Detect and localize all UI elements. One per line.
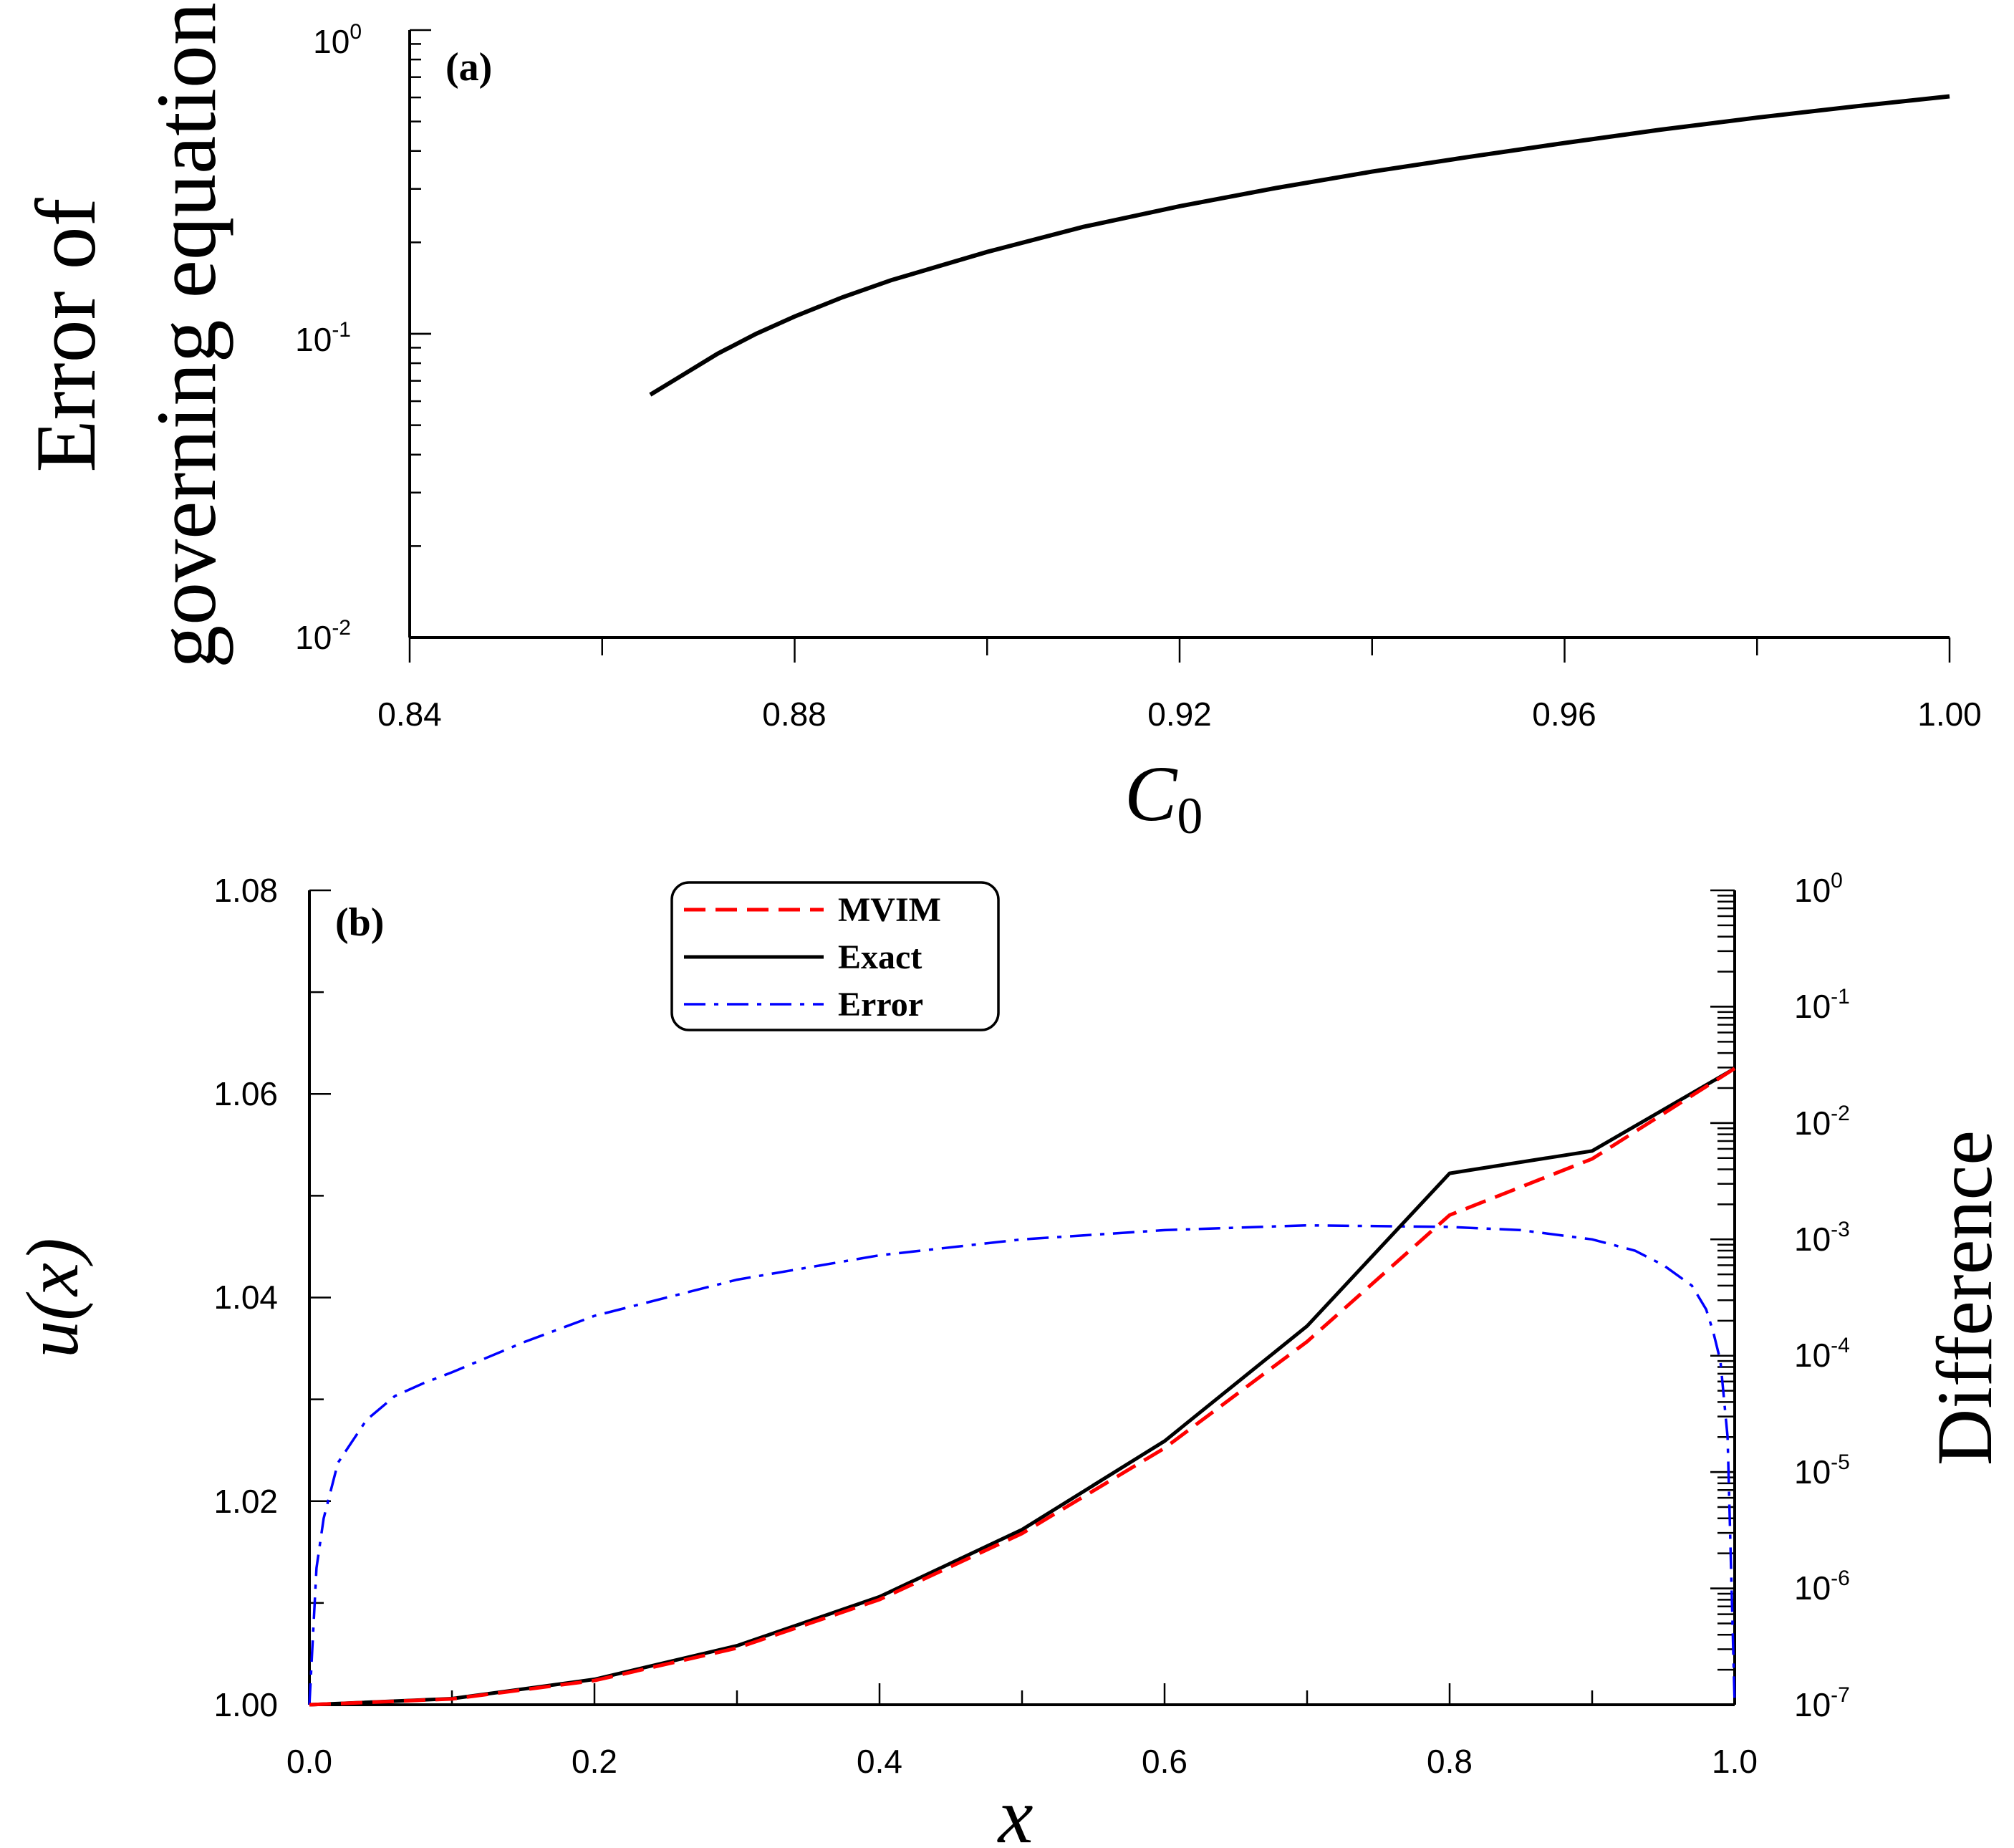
panel-b-ytick-label-4: 1.08 [213,872,278,909]
panel-a-ytick-label-0: 100 [313,20,362,60]
panel-b-ytick-label-1: 1.02 [213,1483,278,1520]
panel-b: (b) 1.00 1.02 1.04 1.06 1.08 100 10-1 10… [11,869,2008,1848]
panel-b-right-ticks [1710,889,1735,1706]
panel-a-xtick-label-0: 0.84 [377,696,442,733]
panel-a-xlabel: C0 [1124,750,1203,844]
panel-b-mvim-curve [309,1067,1736,1707]
panel-b-xtick-label-5: 1.0 [1712,1743,1758,1780]
panel-b-exact-curve [309,1067,1736,1707]
panel-a-xtick-label-4: 1.00 [1917,696,1982,733]
panel-b-rtick-label-2: 10-2 [1794,1102,1850,1142]
panel-b-rtick-label-0: 100 [1794,869,1843,909]
panel-a-minor-ticks [410,29,431,639]
panel-b-xlabel: x [997,1772,1034,1848]
panel-a-xtick-label-1: 0.88 [762,696,827,733]
panel-b-error-curve [308,1223,1736,1705]
panel-b-rtick-label-5: 10-5 [1794,1450,1850,1491]
panel-b-rtick-label-4: 10-4 [1794,1334,1850,1374]
panel-b-ytick-label-0: 1.00 [213,1686,278,1723]
panel-b-ylabel: u(x) [11,1238,94,1357]
panel-b-label: (b) [335,900,384,945]
legend-label-exact: Exact [838,938,922,976]
panel-b-legend: MVIM Exact Error [670,881,1000,1031]
panel-a-ylabel-line-2: governing equation [138,2,233,668]
panel-a-x-ticks [408,637,1951,663]
panel-b-xtick-label-2: 0.4 [857,1743,902,1780]
panel-b-rtick-label-6: 10-6 [1794,1567,1850,1607]
panel-b-xtick-label-1: 0.2 [572,1743,617,1780]
legend-label-error: Error [838,986,923,1024]
panel-a-xtick-label-3: 0.96 [1532,696,1596,733]
panel-b-rtick-label-7: 10-7 [1794,1683,1850,1723]
panel-b-left-ticks [309,889,331,1706]
panel-b-ytick-label-2: 1.04 [213,1279,278,1316]
panel-b-xtick-label-3: 0.6 [1142,1743,1187,1780]
panel-b-ytick-label-3: 1.06 [213,1075,278,1112]
panel-a-error-curve [649,94,1950,397]
panel-a: (a) 100 10-1 10-2 0.84 0.88 0.92 0.96 1.… [18,2,1982,844]
panel-a-xtick-label-2: 0.92 [1147,696,1212,733]
panel-a-ytick-label-2: 10-2 [295,616,351,656]
panel-b-x-ticks [308,1683,1736,1705]
panel-a-ylabel-line-1: Error of [18,198,113,472]
panel-a-label: (a) [445,45,492,90]
panel-b-rtick-label-1: 10-1 [1794,985,1850,1025]
panel-b-xtick-label-4: 0.8 [1427,1743,1473,1780]
panel-b-ylabel-right: Difference [1921,1130,2008,1466]
panel-a-ytick-label-1: 10-1 [295,318,351,358]
legend-box [670,881,1000,1031]
panel-b-rtick-label-3: 10-3 [1794,1218,1850,1258]
panel-b-xtick-label-0: 0.0 [286,1743,332,1780]
legend-label-mvim: MVIM [838,891,941,929]
